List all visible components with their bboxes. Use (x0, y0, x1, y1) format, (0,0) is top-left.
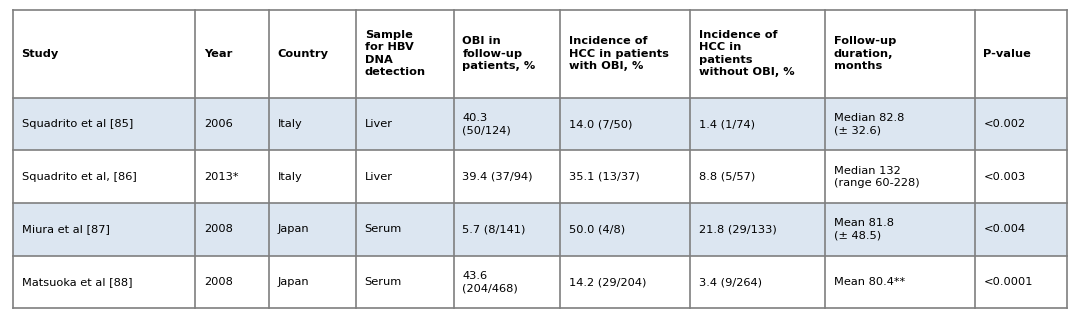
Bar (690, 150, 825, 203)
Bar (825, 256, 975, 308)
Text: 14.2 (29/204): 14.2 (29/204) (569, 277, 646, 287)
Text: Squadrito et al [85]: Squadrito et al [85] (22, 119, 133, 129)
Bar (269, 203, 356, 256)
Text: Mean 80.4**: Mean 80.4** (834, 277, 905, 287)
Bar (195, 256, 269, 308)
Bar (825, 98, 975, 150)
Text: Mean 81.8
(± 48.5): Mean 81.8 (± 48.5) (834, 218, 893, 241)
Bar (454, 150, 561, 203)
Bar (825, 10, 975, 98)
Text: Serum: Serum (365, 225, 402, 234)
Text: Study: Study (22, 49, 58, 59)
Text: 21.8 (29/133): 21.8 (29/133) (699, 225, 777, 234)
Bar (825, 150, 975, 203)
Text: 2013*: 2013* (204, 172, 239, 182)
Text: <0.002: <0.002 (984, 119, 1026, 129)
Text: Squadrito et al, [86]: Squadrito et al, [86] (22, 172, 136, 182)
Bar (975, 98, 1067, 150)
Text: Matsuoka et al [88]: Matsuoka et al [88] (22, 277, 132, 287)
Bar (975, 203, 1067, 256)
Bar (454, 10, 561, 98)
Text: 8.8 (5/57): 8.8 (5/57) (699, 172, 755, 182)
Text: 43.6
(204/468): 43.6 (204/468) (462, 271, 518, 293)
Bar (269, 98, 356, 150)
Bar (195, 203, 269, 256)
Bar (195, 98, 269, 150)
Text: 2008: 2008 (204, 277, 233, 287)
Text: 3.4 (9/264): 3.4 (9/264) (699, 277, 762, 287)
Bar (975, 10, 1067, 98)
Text: Liver: Liver (365, 172, 393, 182)
Text: 1.4 (1/74): 1.4 (1/74) (699, 119, 755, 129)
Text: 14.0 (7/50): 14.0 (7/50) (569, 119, 632, 129)
Bar (690, 10, 825, 98)
Bar (825, 203, 975, 256)
Bar (561, 10, 690, 98)
Bar (13, 10, 195, 98)
Bar (561, 98, 690, 150)
Text: Sample
for HBV
DNA
detection: Sample for HBV DNA detection (365, 30, 426, 77)
Text: Median 132
(range 60-228): Median 132 (range 60-228) (834, 166, 919, 188)
Bar (454, 98, 561, 150)
Text: Italy: Italy (278, 119, 302, 129)
Text: Liver: Liver (365, 119, 393, 129)
Bar (356, 203, 454, 256)
Bar (13, 256, 195, 308)
Bar (975, 256, 1067, 308)
Bar (356, 256, 454, 308)
Bar (195, 150, 269, 203)
Text: OBI in
follow-up
patients, %: OBI in follow-up patients, % (462, 36, 536, 71)
Text: 2008: 2008 (204, 225, 233, 234)
Bar (561, 203, 690, 256)
Text: Follow-up
duration,
months: Follow-up duration, months (834, 36, 896, 71)
Bar (269, 256, 356, 308)
Bar (690, 98, 825, 150)
Text: 39.4 (37/94): 39.4 (37/94) (462, 172, 532, 182)
Bar (561, 256, 690, 308)
Text: 2006: 2006 (204, 119, 232, 129)
Bar (195, 10, 269, 98)
Bar (13, 150, 195, 203)
Bar (13, 98, 195, 150)
Text: 40.3
(50/124): 40.3 (50/124) (462, 113, 511, 135)
Text: Miura et al [87]: Miura et al [87] (22, 225, 109, 234)
Text: P-value: P-value (984, 49, 1031, 59)
Text: 5.7 (8/141): 5.7 (8/141) (462, 225, 526, 234)
Bar (454, 203, 561, 256)
Text: Italy: Italy (278, 172, 302, 182)
Bar (975, 150, 1067, 203)
Bar (356, 150, 454, 203)
Bar (690, 256, 825, 308)
Text: Japan: Japan (278, 277, 309, 287)
Text: Serum: Serum (365, 277, 402, 287)
Text: 50.0 (4/8): 50.0 (4/8) (569, 225, 625, 234)
Bar (356, 98, 454, 150)
Text: <0.0001: <0.0001 (984, 277, 1032, 287)
Bar (13, 203, 195, 256)
Text: Japan: Japan (278, 225, 309, 234)
Bar (690, 203, 825, 256)
Text: Country: Country (278, 49, 328, 59)
Bar (269, 10, 356, 98)
Bar (561, 150, 690, 203)
Text: Incidence of
HCC in patients
with OBI, %: Incidence of HCC in patients with OBI, % (569, 36, 669, 71)
Text: Incidence of
HCC in
patients
without OBI, %: Incidence of HCC in patients without OBI… (699, 30, 795, 77)
Text: <0.004: <0.004 (984, 225, 1026, 234)
Bar (269, 150, 356, 203)
Text: <0.003: <0.003 (984, 172, 1026, 182)
Bar (454, 256, 561, 308)
Bar (356, 10, 454, 98)
Text: Year: Year (204, 49, 232, 59)
Text: 35.1 (13/37): 35.1 (13/37) (569, 172, 639, 182)
Text: Median 82.8
(± 32.6): Median 82.8 (± 32.6) (834, 113, 904, 135)
